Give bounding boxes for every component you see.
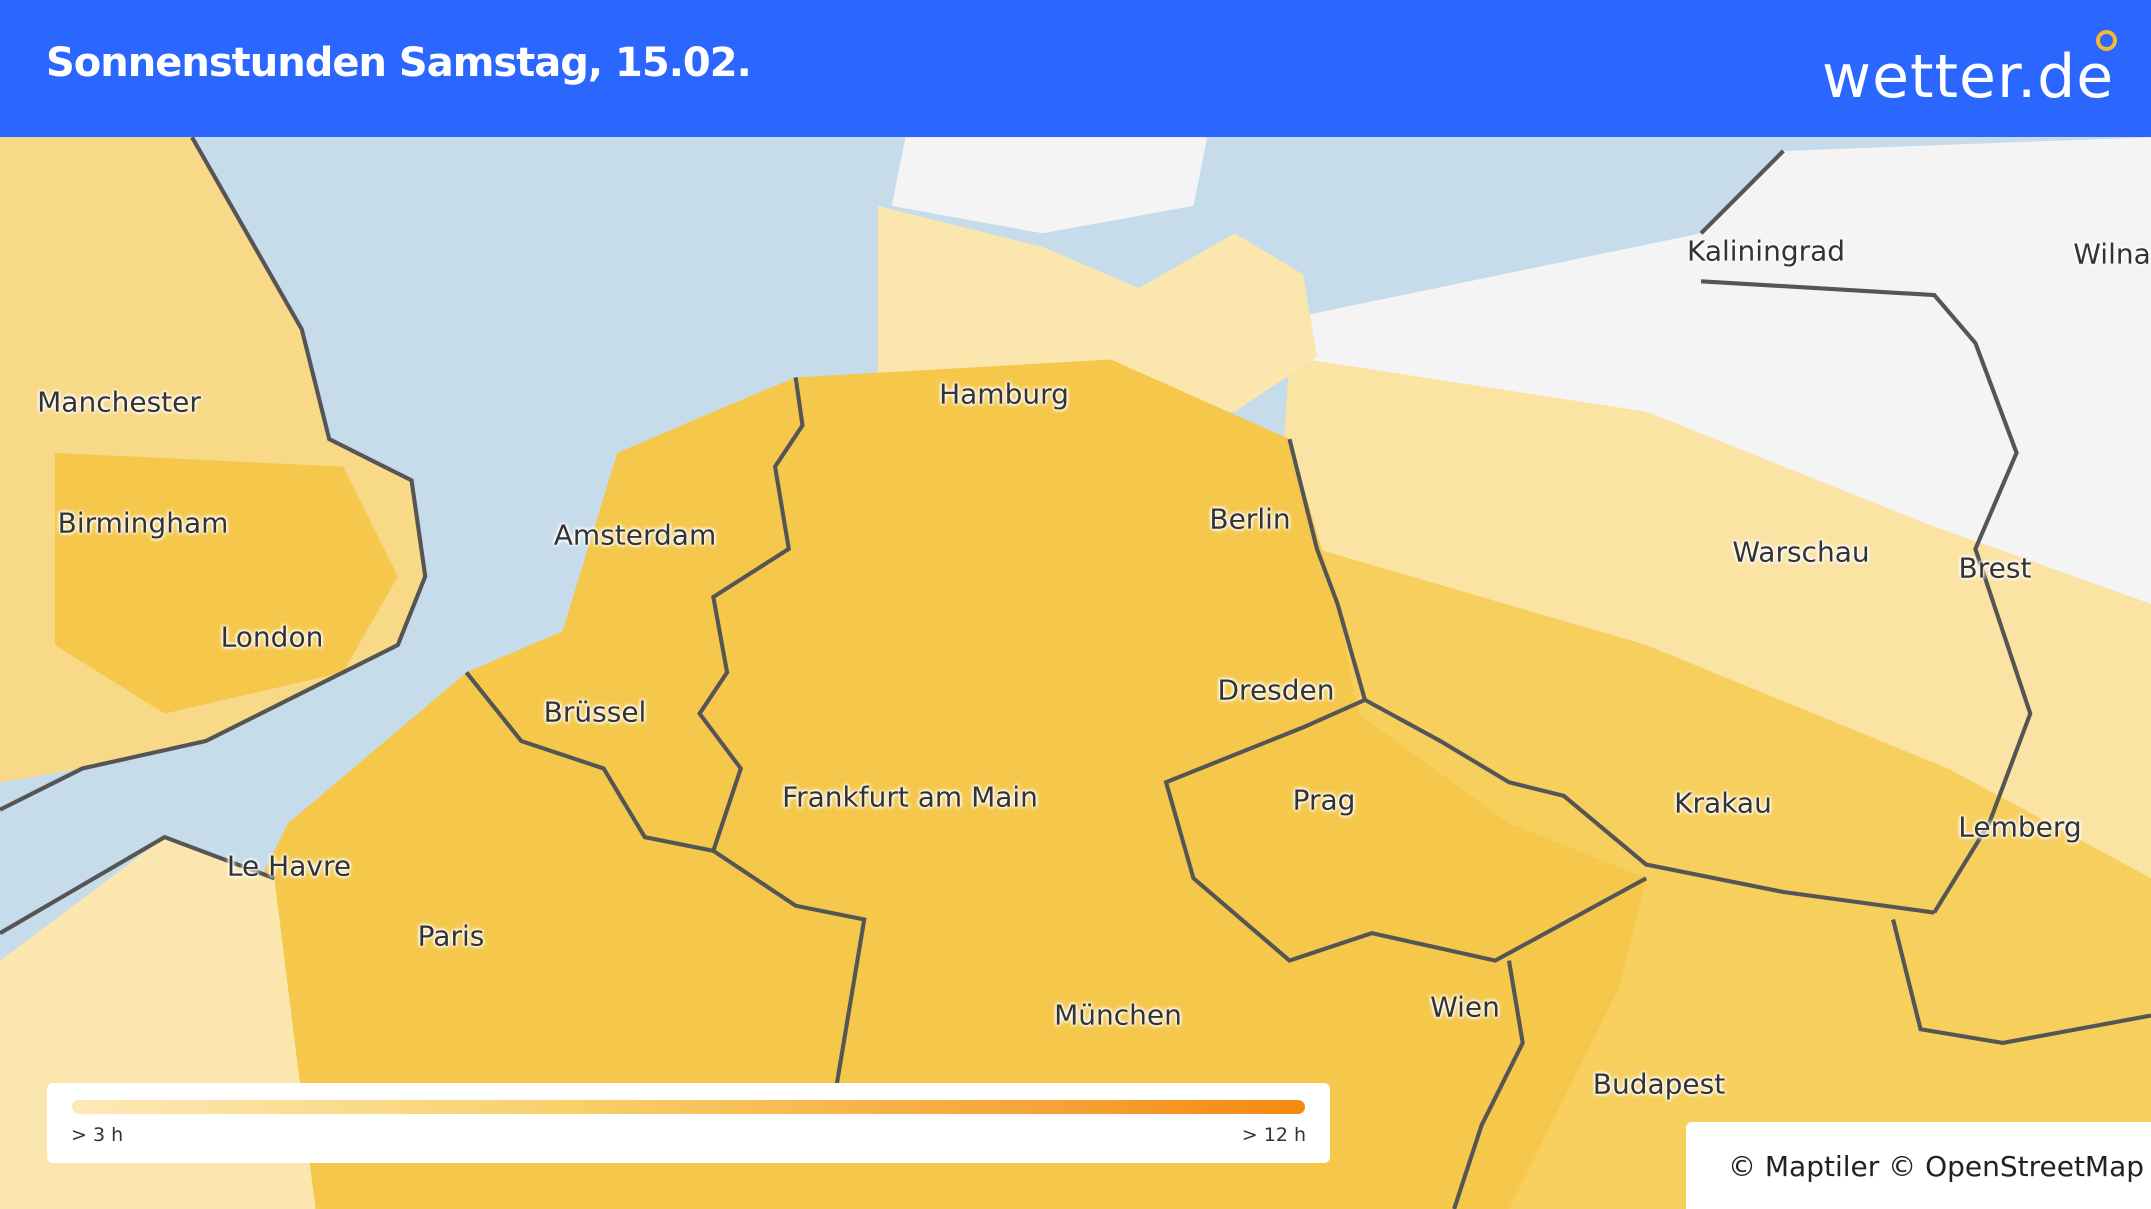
city-label: Birmingham <box>57 506 229 540</box>
city-label: München <box>1054 998 1182 1032</box>
city-label: Brest <box>1958 551 2032 585</box>
legend-max-label: > 12 h <box>1241 1124 1306 1146</box>
attribution-box: © Maptiler © OpenStreetMap <box>1686 1122 2151 1209</box>
city-label: Dresden <box>1217 673 1335 707</box>
sun-zone-central <box>246 359 1647 1209</box>
city-label: Prag <box>1292 783 1356 817</box>
city-label: Brüssel <box>543 695 647 729</box>
city-label: Berlin <box>1209 502 1291 536</box>
city-label: London <box>220 620 324 654</box>
city-label: Manchester <box>37 385 201 419</box>
logo-sun-icon <box>2096 30 2117 51</box>
city-label: Le Havre <box>226 849 352 883</box>
city-label: Wilna <box>2073 237 2151 271</box>
city-label: Wien <box>1430 990 1500 1024</box>
land-north <box>877 205 1317 412</box>
sunshine-legend: > 3 h > 12 h <box>47 1083 1330 1163</box>
city-label: Amsterdam <box>553 518 717 552</box>
city-label: Lemberg <box>1958 810 2082 844</box>
city-label: Budapest <box>1592 1067 1726 1101</box>
page-title: Sonnenstunden Samstag, 15.02. <box>46 40 752 86</box>
city-label: Frankfurt am Main <box>782 780 1038 814</box>
city-label: Warschau <box>1732 535 1870 569</box>
britain-south <box>54 452 398 714</box>
city-label: Kaliningrad <box>1686 234 1846 268</box>
legend-gradient-bar <box>72 1100 1305 1114</box>
city-label: Hamburg <box>939 377 1069 411</box>
country-borders <box>0 136 2151 1209</box>
attribution-text[interactable]: © Maptiler © OpenStreetMap <box>1728 1150 2145 1183</box>
city-label: Paris <box>417 919 485 953</box>
city-label: Krakau <box>1674 786 1772 820</box>
header-bar: Sonnenstunden Samstag, 15.02. wetter.de <box>0 0 2151 137</box>
legend-min-label: > 3 h <box>71 1124 124 1146</box>
wetter-logo[interactable]: wetter.de <box>1822 42 2115 112</box>
denmark <box>891 137 1208 234</box>
